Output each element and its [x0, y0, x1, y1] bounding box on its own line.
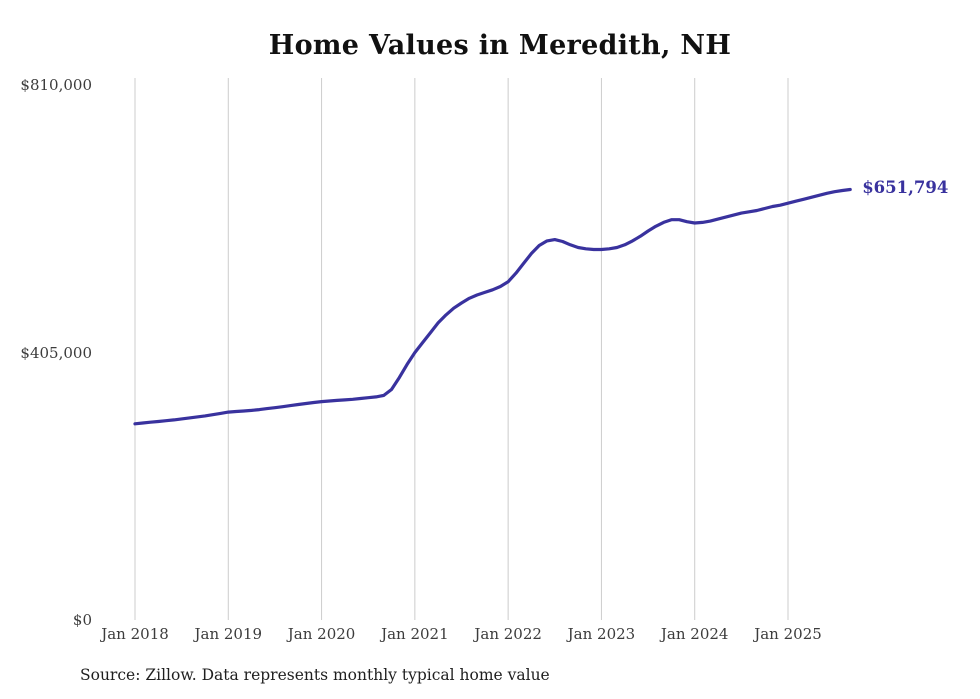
x-axis-tick-label: Jan 2024	[660, 625, 729, 643]
chart-title: Home Values in Meredith, NH	[268, 30, 732, 61]
x-axis-tick-label: Jan 2022	[474, 625, 542, 643]
home-value-line	[133, 187, 852, 426]
x-axis-tick-label: Jan 2025	[754, 625, 822, 643]
x-axis-tick-label: Jan 2023	[567, 625, 636, 643]
y-axis-tick-label: $0	[72, 611, 92, 629]
latest-value-label: $651,794	[862, 178, 949, 198]
y-axis-tick-label: $810,000	[20, 76, 92, 94]
x-axis-tick-label: Jan 2019	[194, 625, 263, 643]
x-axis-tick-label: Jan 2020	[287, 625, 356, 643]
x-axis-tick-label: Jan 2021	[381, 625, 449, 643]
x-axis-tick-label: Jan 2018	[101, 625, 169, 643]
y-axis-tick-label: $405,000	[20, 344, 92, 362]
source-note: Source: Zillow. Data represents monthly …	[80, 666, 550, 684]
